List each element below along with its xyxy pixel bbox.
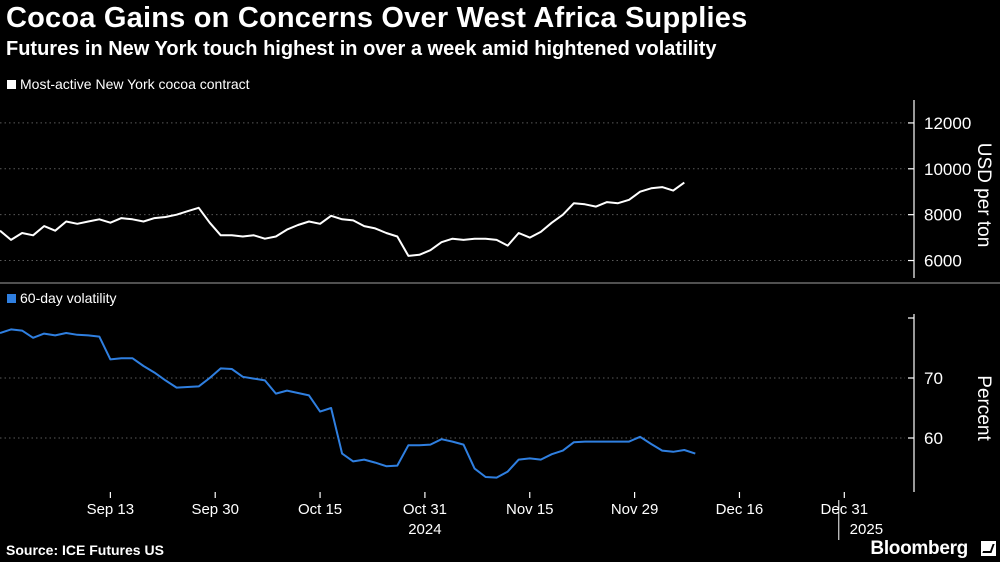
chart-subtitle: Futures in New York touch highest in ove…: [6, 38, 717, 60]
price-legend-swatch: [7, 80, 16, 89]
x-tick-label: Dec 31: [821, 501, 869, 518]
x-tick-label: Nov 15: [506, 501, 554, 518]
x-tick-label: Oct 15: [298, 501, 342, 518]
volatility-legend-label: 60-day volatility: [20, 290, 117, 306]
price-legend-label: Most-active New York cocoa contract: [20, 76, 250, 92]
price-panel: Most-active New York cocoa contract USD …: [0, 76, 994, 278]
volatility-panel: 60-day volatility Percent 60 70: [0, 290, 994, 492]
source-note: Source: ICE Futures US: [6, 542, 164, 558]
x-tick-label: Sep 30: [191, 501, 239, 518]
y-tick-label: 10000: [924, 160, 971, 179]
x-tick-label: Sep 13: [87, 501, 135, 518]
x-tick-label: Nov 29: [611, 501, 659, 518]
y-tick-label: 60: [924, 429, 943, 448]
volatility-series-line: [0, 328, 696, 479]
volatility-axis-title: Percent: [973, 375, 994, 441]
volatility-legend-swatch: [7, 294, 16, 303]
chart-title: Cocoa Gains on Concerns Over West Africa…: [6, 2, 748, 34]
bloomberg-mark-icon: [981, 541, 996, 556]
year-label: 2024: [408, 521, 441, 538]
x-tick-label: Oct 31: [403, 501, 447, 518]
y-tick-label: 70: [924, 369, 943, 388]
price-series-line: [0, 181, 685, 257]
y-tick-label: 8000: [924, 206, 962, 225]
x-tick-label: Dec 16: [716, 501, 764, 518]
price-axis-title: USD per ton: [973, 143, 994, 248]
year-label: 2025: [850, 521, 883, 538]
y-tick-label: 6000: [924, 252, 962, 271]
bloomberg-logo: Bloomberg: [870, 538, 968, 559]
y-tick-label: 12000: [924, 114, 971, 133]
